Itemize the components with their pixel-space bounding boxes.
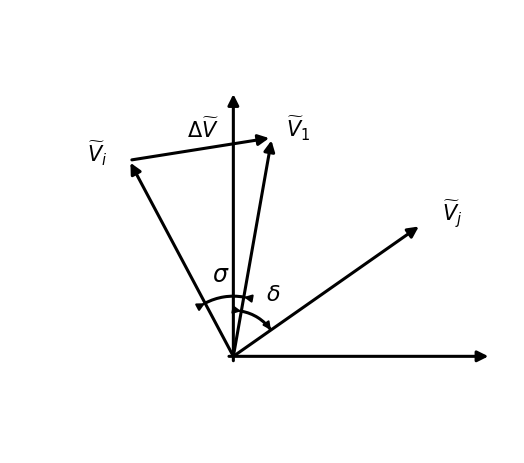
Text: $\sigma$: $\sigma$ (212, 263, 229, 286)
Text: $\widetilde{V}_j$: $\widetilde{V}_j$ (442, 198, 463, 230)
Text: $\Delta\widetilde{V}$: $\Delta\widetilde{V}$ (188, 118, 220, 142)
Text: $\delta$: $\delta$ (266, 283, 281, 305)
Text: $\widetilde{V}_1$: $\widetilde{V}_1$ (286, 114, 310, 143)
Text: $\widetilde{V}_i$: $\widetilde{V}_i$ (88, 140, 108, 168)
